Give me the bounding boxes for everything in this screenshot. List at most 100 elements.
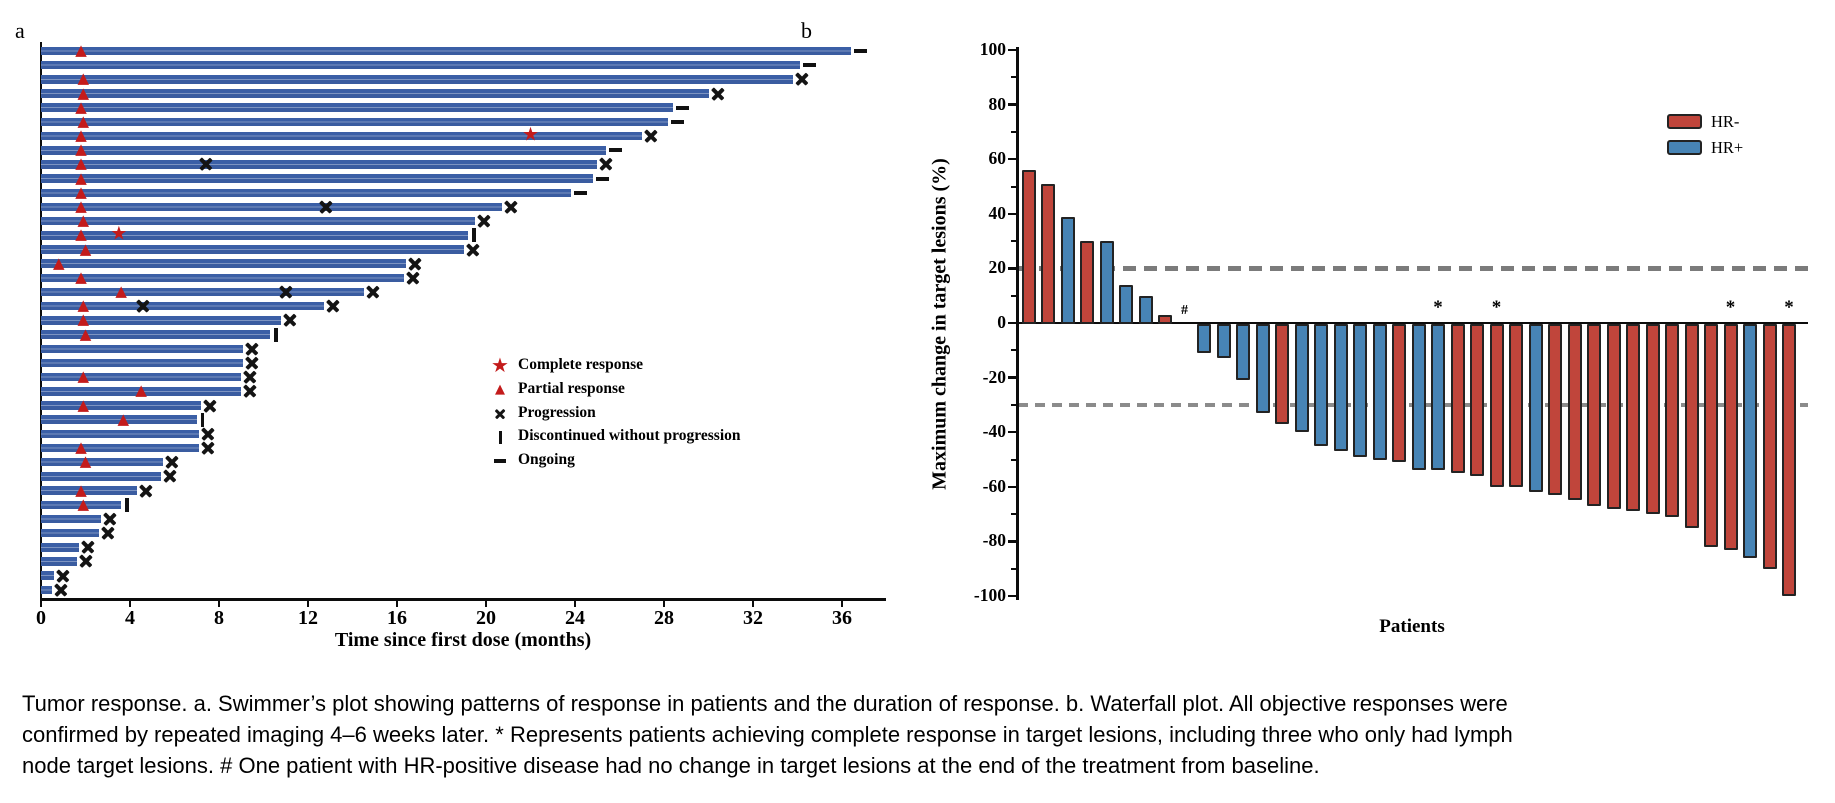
- partial-response-marker: ▲: [77, 83, 90, 102]
- progression-marker: [325, 299, 340, 313]
- swimmer-bar: [41, 131, 642, 141]
- progression-marker: [710, 86, 725, 101]
- y-axis-minor-tick: [1011, 513, 1016, 516]
- waterfall-bar-hr-positive: [1743, 324, 1757, 558]
- swimmer-bar: [41, 273, 404, 283]
- x-axis-tick: [306, 600, 310, 607]
- complete-response-asterisk: *: [1725, 297, 1736, 318]
- swimmer-bar: [41, 231, 469, 240]
- x-axis-tick-label: 28: [654, 607, 674, 629]
- waterfall-bar-hr-positive: [1314, 324, 1328, 446]
- zero-axis-line: [1016, 321, 1808, 325]
- legend-group-label: HR-: [1711, 112, 1740, 131]
- swimmer-bar: [41, 486, 137, 495]
- progression-marker: [405, 271, 420, 285]
- progression-marker: [795, 72, 809, 87]
- waterfall-bar-hr-positive: [1353, 324, 1367, 457]
- y-axis-tick: [1008, 267, 1016, 270]
- panel-b-label: b: [801, 18, 812, 43]
- swimmer-bar: [41, 557, 77, 566]
- swimmer-bar: [41, 415, 197, 424]
- partial-response-marker: ▲: [75, 126, 87, 145]
- partial-response-marker: ▲: [75, 154, 87, 173]
- y-axis-tick-label: 80: [988, 93, 1007, 114]
- y-axis-minor-tick: [1011, 185, 1016, 188]
- x-axis-tick-label: 36: [832, 607, 852, 629]
- swimmer-bar: [41, 89, 709, 98]
- partial-response-marker: ▲: [75, 225, 87, 244]
- partial-response-marker: ▲: [77, 296, 90, 315]
- swimmer-bar: [41, 117, 669, 127]
- partial-response-marker: ▲: [77, 112, 90, 131]
- progression-marker: [138, 483, 153, 498]
- x-axis-tick: [662, 600, 666, 607]
- y-axis-tick-label: 0: [997, 312, 1006, 332]
- waterfall-bar-hr-negative: [1567, 324, 1582, 501]
- y-axis-tick: [1008, 212, 1016, 216]
- y-axis-minor-tick: [1011, 130, 1016, 133]
- swimmer-bar: [41, 146, 607, 155]
- waterfall-bar-hr-positive: [1119, 284, 1133, 324]
- swimmer-bar: [41, 401, 202, 410]
- progression-marker: [243, 384, 257, 399]
- x-axis-tick: [573, 600, 577, 607]
- swimmer-bar: [41, 358, 244, 368]
- swimmer-bar: [41, 316, 282, 325]
- progression-marker: [477, 214, 491, 228]
- waterfall-plot: Maximum change in target lesions (%) Pat…: [900, 0, 1835, 680]
- partial-response-marker: ▲: [75, 97, 87, 116]
- partial-response-marker: ▲: [75, 168, 87, 187]
- y-axis-tick: [1008, 485, 1016, 489]
- y-axis-tick: [1008, 321, 1016, 325]
- no-change-hash: #: [1181, 303, 1188, 318]
- progression-marker: [599, 157, 613, 172]
- partial-response-marker: ▲: [75, 438, 87, 457]
- ongoing-marker: [609, 148, 623, 153]
- swimmer-bar: [41, 245, 464, 254]
- y-axis-minor-tick: [1011, 458, 1016, 461]
- y-axis-line: [39, 42, 43, 601]
- legend-complete-response-icon: ★: [491, 353, 509, 378]
- partial-response-marker: ▲: [77, 395, 90, 414]
- waterfall-bar-hr-negative: [1021, 170, 1036, 324]
- y-axis-tick-label: 60: [988, 148, 1007, 169]
- mid-progression-marker: [136, 299, 151, 313]
- mid-progression-marker: [198, 157, 213, 172]
- complete-response-marker: ★: [521, 123, 540, 146]
- partial-response-marker: ▲: [75, 182, 87, 201]
- partial-response-marker: ▲: [75, 140, 87, 159]
- ongoing-marker: [671, 119, 685, 124]
- progression-marker: [54, 583, 68, 597]
- mid-progression-marker: [279, 285, 293, 299]
- y-axis-tick-label: -80: [982, 530, 1006, 551]
- swimmer-bar: [41, 372, 242, 382]
- swimmer-bar: [41, 259, 406, 268]
- waterfall-bar-hr-positive: [1138, 295, 1153, 324]
- y-axis-minor-tick: [1011, 349, 1016, 352]
- caption-line-2: confirmed by repeated imaging 4–6 weeks …: [22, 722, 1513, 747]
- progression-marker: [245, 342, 260, 356]
- swimmer-bar: [41, 287, 364, 297]
- partial-response-marker: ▲: [79, 452, 92, 471]
- discontinued-marker: [200, 412, 205, 427]
- swimmer-bar: [41, 429, 199, 439]
- legend-item-label: Progression: [518, 403, 596, 421]
- y-axis-tick-label: -20: [982, 366, 1006, 387]
- swimmer-bar: [41, 344, 244, 354]
- legend-item-label: Partial response: [518, 379, 625, 397]
- waterfall-bar-hr-positive: [1372, 324, 1387, 460]
- waterfall-bar-hr-negative: [1645, 324, 1660, 515]
- ongoing-marker: [595, 176, 609, 181]
- x-axis-tick-label: 24: [565, 607, 585, 629]
- waterfall-bar-hr-negative: [1606, 324, 1621, 509]
- x-axis-tick-label: 20: [476, 607, 496, 629]
- waterfall-bar-hr-negative: [1275, 324, 1289, 424]
- legend-progression-icon: [494, 408, 506, 419]
- y-axis-minor-tick: [1011, 76, 1016, 79]
- y-axis-tick: [1008, 430, 1016, 434]
- y-axis-tick: [1008, 48, 1016, 52]
- swimmer-bar: [41, 301, 324, 311]
- swimmer-bar: [41, 500, 122, 509]
- waterfall-bar-hr-negative: [1509, 324, 1523, 487]
- waterfall-bar-hr-negative: [1665, 324, 1679, 517]
